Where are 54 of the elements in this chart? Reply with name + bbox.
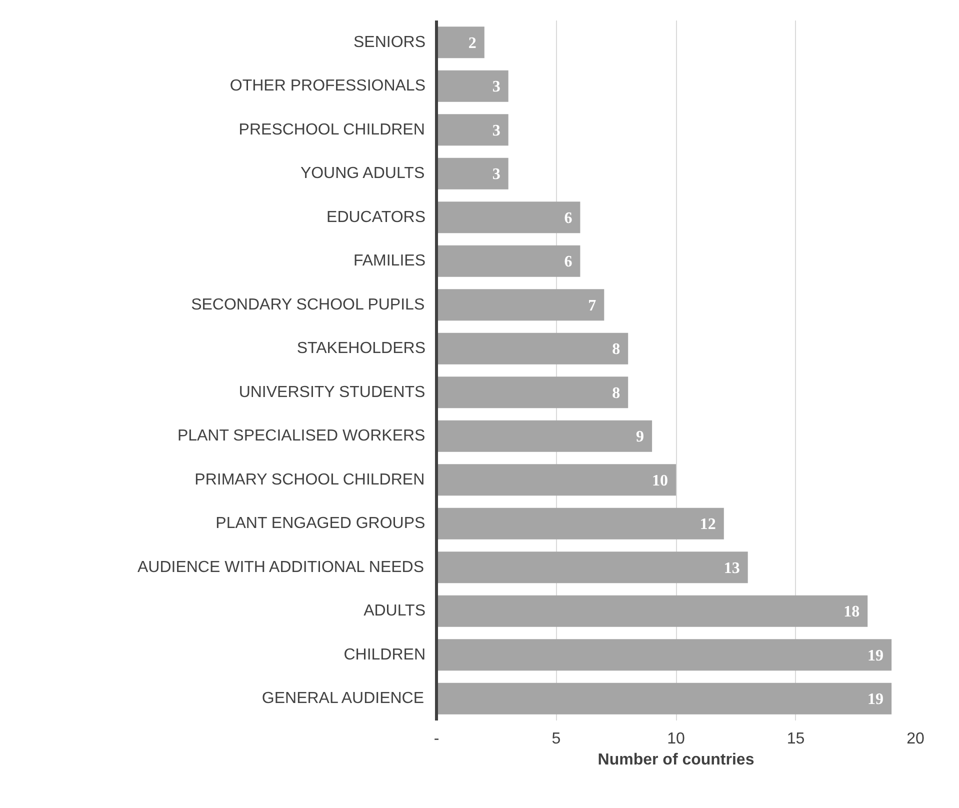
y-tick-label: PLANT SPECIALISED WORKERS (177, 428, 426, 445)
y-tick-label: AUDIENCE WITH ADDITIONAL NEEDS (137, 558, 424, 576)
y-tick-label: EDUCATORS (326, 208, 426, 226)
x-tick-label: 10 (667, 730, 685, 748)
data-label: 3 (492, 78, 500, 96)
bar (436, 70, 508, 102)
y-tick-label: OTHER PROFESSIONALS (230, 78, 426, 95)
bar (436, 114, 508, 146)
data-label: 19 (868, 647, 884, 664)
bar (436, 26, 484, 58)
data-label: 6 (564, 254, 572, 271)
x-tick-label: 20 (906, 730, 924, 748)
x-tick-label: 5 (552, 730, 561, 748)
y-tick-label: PRIMARY SCHOOL CHILDREN (194, 471, 425, 488)
y-tick-label: UNIVERSITY STUDENTS (238, 384, 426, 401)
y-tick-label: ADULTS (364, 602, 426, 620)
bar (436, 289, 604, 321)
x-axis-title: Number of countries (598, 752, 754, 768)
x-tick-label: - (434, 730, 440, 748)
bar (436, 332, 628, 364)
bar (436, 639, 892, 671)
data-label: 19 (868, 691, 884, 708)
data-label: 8 (612, 341, 620, 358)
data-label: 2 (468, 34, 476, 52)
bar (436, 464, 676, 496)
bar (436, 376, 628, 408)
data-label: 7 (588, 297, 596, 314)
data-label: 3 (492, 122, 500, 140)
data-label: 13 (724, 560, 740, 577)
y-tick-label: PLANT ENGAGED GROUPS (216, 515, 426, 532)
bar (436, 420, 652, 452)
y-tick-label: SENIORS (353, 34, 426, 51)
bar (436, 552, 748, 584)
y-tick-label: YOUNG ADULTS (300, 165, 425, 182)
data-label: 12 (700, 516, 716, 534)
data-label: 10 (652, 472, 668, 490)
bar (436, 682, 892, 714)
y-tick-label: CHILDREN (344, 646, 426, 664)
bar (436, 245, 580, 277)
y-tick-label: SECONDARY SCHOOL PUPILS (191, 296, 425, 314)
data-label: 18 (844, 604, 860, 621)
y-tick-label: PRESCHOOL CHILDREN (238, 121, 425, 138)
bar (436, 158, 508, 190)
data-label: 3 (492, 166, 500, 184)
y-tick-label: STAKEHOLDERS (296, 340, 426, 358)
data-label: 8 (612, 384, 620, 402)
y-tick-label: GENERAL AUDIENCE (262, 690, 424, 708)
y-tick-label: FAMILIES (353, 252, 426, 270)
x-tick-label: 15 (786, 730, 805, 748)
bar (436, 202, 580, 234)
data-label: 9 (636, 428, 644, 446)
bar (436, 595, 868, 627)
bar (436, 508, 724, 540)
data-label: 6 (564, 210, 572, 227)
